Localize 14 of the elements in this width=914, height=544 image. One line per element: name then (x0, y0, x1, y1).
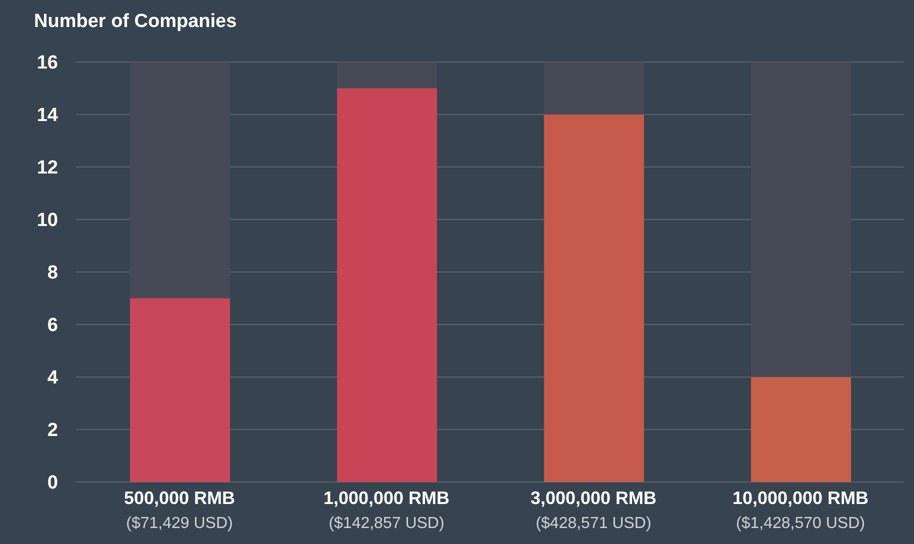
y-tick-label: 6 (47, 315, 58, 336)
x-tick-label: 10,000,000 RMB ($1,428,570 USD) (732, 488, 869, 532)
x-tick-label: 3,000,000 RMB ($428,571 USD) (530, 488, 657, 532)
x-tick-label: 500,000 RMB ($71,429 USD) (124, 488, 236, 532)
y-tick-label: 8 (47, 262, 58, 284)
y-tick-label: 2 (47, 420, 58, 442)
y-tick-label: 14 (36, 105, 58, 126)
x-tick-label: 1,000,000 RMB ($142,857 USD) (323, 488, 450, 532)
y-tick-label: 16 (36, 52, 58, 74)
y-axis-title: Number of Companies (34, 11, 237, 33)
y-tick-label: 10 (36, 210, 58, 232)
y-tick-label: 4 (47, 368, 58, 389)
y-tick-label: 0 (47, 472, 58, 494)
y-tick-label: 12 (36, 158, 58, 179)
